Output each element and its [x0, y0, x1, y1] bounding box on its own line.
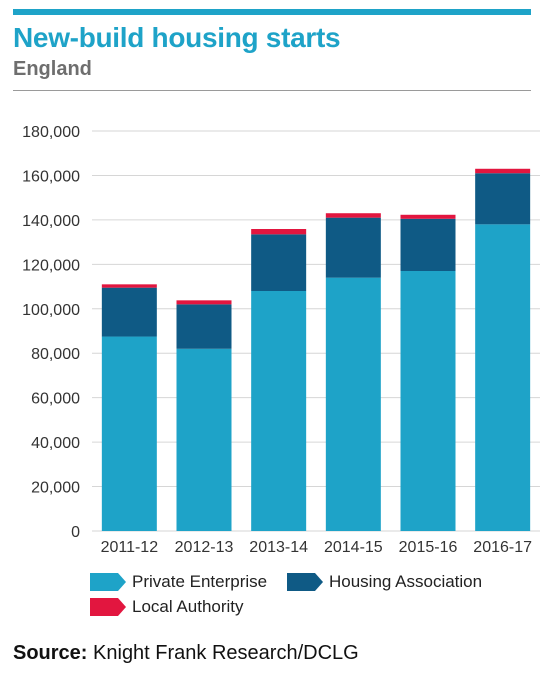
- x-axis: 2011-12 2012-13 2013-14 2014-15 2015-16 2016-…: [101, 539, 533, 556]
- x-tick-label: 2012-13: [175, 539, 234, 556]
- x-tick-label: 2015-16: [399, 539, 458, 556]
- y-tick-label: 100,000: [22, 302, 80, 319]
- legend-swatch: [287, 573, 323, 591]
- x-tick-label: 2011-12: [101, 539, 159, 556]
- bar-segment: [101, 284, 157, 288]
- bar-segment: [400, 214, 456, 219]
- bar-segment: [475, 173, 531, 225]
- source-note: Source: Knight Frank Research/DCLG: [13, 642, 359, 665]
- gridlines: [92, 130, 540, 532]
- bar-segment: [176, 300, 232, 305]
- legend-item: Local Authority: [90, 597, 244, 617]
- bar-segment: [400, 218, 456, 271]
- bar-segment: [325, 213, 381, 218]
- y-tick-label: 60,000: [31, 391, 80, 408]
- y-tick-label: 180,000: [22, 124, 80, 141]
- y-axis: 0 20,000 40,000 60,000 80,000 100,000 120,000 1…: [22, 124, 80, 541]
- chart-subtitle: England: [13, 58, 92, 80]
- y-tick-label: 40,000: [31, 435, 80, 452]
- bars: [101, 168, 531, 532]
- chart-title: New-build housing starts: [13, 22, 341, 53]
- bar-segment: [475, 168, 531, 174]
- bar-segment: [176, 304, 232, 349]
- top-rule: [13, 9, 531, 15]
- legend-swatch: [90, 598, 126, 616]
- legend-label: Private Enterprise: [132, 572, 268, 591]
- y-tick-label: 140,000: [22, 213, 80, 230]
- bar-segment: [101, 336, 157, 531]
- y-tick-label: 160,000: [22, 168, 80, 185]
- bar-segment: [325, 217, 381, 278]
- stacked-bar-chart: 0 20,000 40,000 60,000 80,000 100,000 120,000 1…: [22, 124, 540, 556]
- subtitle-rule: [13, 90, 531, 91]
- source-label: Source:: [13, 642, 88, 664]
- legend-item: Housing Association: [287, 572, 482, 592]
- y-tick-label: 80,000: [31, 346, 80, 363]
- bar-segment: [251, 291, 307, 531]
- bar-segment: [400, 271, 456, 531]
- bar-segment: [101, 287, 157, 337]
- bar-segment: [176, 348, 232, 531]
- bar-segment: [325, 277, 381, 531]
- bar-segment: [251, 229, 307, 235]
- bar-segment: [475, 224, 531, 532]
- y-tick-label: 0: [71, 524, 80, 541]
- legend-label: Housing Association: [329, 572, 483, 591]
- legend-swatch: [90, 573, 126, 591]
- y-tick-label: 120,000: [22, 257, 80, 274]
- legend-label: Local Authority: [132, 597, 244, 616]
- source-text: Knight Frank Research/DCLG: [93, 642, 359, 664]
- bar-segment: [251, 234, 307, 291]
- legend-item: Private Enterprise: [90, 572, 267, 592]
- x-tick-label: 2016-17: [473, 539, 532, 556]
- x-tick-label: 2013-14: [249, 539, 308, 556]
- y-tick-label: 20,000: [31, 480, 80, 497]
- x-tick-label: 2014-15: [324, 539, 383, 556]
